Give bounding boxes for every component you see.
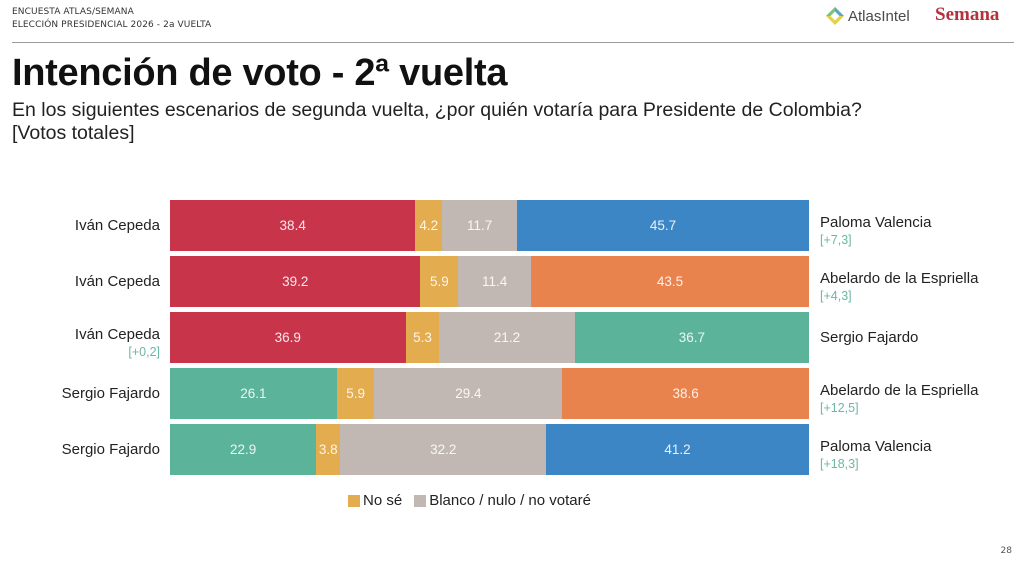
bar-segment-no-se: 3.8: [316, 424, 341, 475]
subtitle-question: En los siguientes escenarios de segunda …: [12, 99, 862, 121]
bar-segment-right-candidate: 45.7: [516, 200, 809, 251]
legend-swatch-no-se: [348, 494, 360, 507]
left-candidate-label: Iván Cepeda: [75, 273, 160, 290]
left-candidate-label: Sergio Fajardo: [62, 441, 160, 458]
survey-name: ENCUESTA ATLAS/SEMANA: [12, 7, 134, 17]
right-lead-margin: [+18,3]: [820, 457, 859, 471]
bar-segment-right-candidate: 36.7: [574, 312, 809, 363]
right-candidate-label: Paloma Valencia [+7,3]: [820, 214, 931, 247]
data-label: 36.9: [274, 330, 301, 345]
scenario-row: Iván Cepeda 39.2 5.9 11.4 43.5 Abelardo de la…: [0, 256, 1024, 307]
scenario-row: Sergio Fajardo 26.1 5.9 29.4 38.6 Abelardo de…: [0, 368, 1024, 419]
data-label: 26.1: [240, 386, 267, 401]
bar-segment-no-se: 5.9: [336, 368, 375, 419]
data-label: 3.8: [318, 442, 338, 457]
data-label: 4.2: [419, 218, 439, 233]
data-label: 36.7: [678, 330, 705, 345]
right-candidate-name: Sergio Fajardo: [820, 329, 919, 346]
right-lead-margin: [+12,5]: [820, 401, 859, 415]
bar-segment-left-candidate: 39.2: [170, 256, 421, 307]
left-candidate-name: Sergio Fajardo: [61, 385, 160, 402]
data-label: 45.7: [649, 218, 677, 233]
semana-logo: Semana: [935, 4, 1000, 25]
data-label: 11.7: [466, 218, 493, 233]
right-candidate-name: Paloma Valencia: [820, 214, 932, 231]
right-candidate-name: Abelardo de la Espriella: [820, 382, 979, 399]
bar-segment-left-candidate: 26.1: [170, 368, 337, 419]
atlasintel-logo: AtlasIntel: [826, 7, 910, 25]
right-candidate-label: Sergio Fajardo: [820, 329, 918, 346]
legend-label-blanco: Blanco / nulo / no votaré: [429, 492, 591, 509]
legend-label-no-se: No sé: [363, 492, 403, 509]
data-label: 43.5: [656, 274, 684, 289]
right-candidate-name: Abelardo de la Espriella: [820, 270, 979, 287]
page-number: 28: [1000, 546, 1012, 556]
data-label: 5.3: [413, 330, 432, 345]
right-lead-margin: [+7,3]: [820, 233, 852, 247]
left-candidate-name: Iván Cepeda: [74, 273, 160, 290]
bar-segment-blanco: 11.7: [442, 200, 517, 251]
page-subtitle: En los siguientes escenarios de segunda …: [12, 99, 1012, 145]
bar-segment-no-se: 5.3: [405, 312, 440, 363]
left-candidate-name: Sergio Fajardo: [61, 441, 160, 458]
right-candidate-name: Paloma Valencia: [820, 438, 932, 455]
atlasintel-logo-icon: [826, 7, 844, 25]
right-candidate-label: Paloma Valencia [+18,3]: [820, 438, 931, 471]
data-label: 41.2: [664, 442, 691, 457]
bar-segment-no-se: 4.2: [415, 200, 443, 251]
data-label: 11.4: [481, 274, 508, 289]
bar-segment-left-candidate: 38.4: [170, 200, 416, 251]
data-label: 32.2: [430, 442, 457, 457]
right-lead-margin: [+4,3]: [820, 289, 852, 303]
election-name: ELECCIÓN PRESIDENCIAL 2026 - 2a VUELTA: [12, 20, 212, 30]
left-lead-margin: [+0,2]: [128, 345, 160, 359]
data-label: 5.9: [346, 386, 365, 401]
bar-segment-left-candidate: 22.9: [170, 424, 317, 475]
stacked-bar: 36.9 5.3 21.2 36.7: [170, 312, 809, 363]
stacked-bar: 22.9 3.8 32.2 41.2: [170, 424, 809, 475]
bar-segment-right-candidate: 41.2: [545, 424, 809, 475]
scenario-row: Sergio Fajardo 22.9 3.8 32.2 41.2 Paloma Vale…: [0, 424, 1024, 475]
right-candidate-label: Abelardo de la Espriella [+12,5]: [820, 382, 978, 415]
bar-segment-no-se: 5.9: [420, 256, 459, 307]
stacked-bar: 38.4 4.2 11.7 45.7: [170, 200, 809, 251]
right-candidate-label: Abelardo de la Espriella [+4,3]: [820, 270, 978, 303]
left-candidate-name: Iván Cepeda: [74, 326, 160, 343]
data-label: 39.2: [282, 274, 309, 289]
left-candidate-name: Iván Cepeda: [74, 217, 160, 234]
legend-item-blanco: Blanco / nulo / no votaré: [414, 492, 591, 509]
data-label: 21.2: [493, 330, 521, 345]
bar-segment-right-candidate: 43.5: [531, 256, 809, 307]
bar-segment-left-candidate: 36.9: [170, 312, 406, 363]
scenario-row: Iván Cepeda [+0,2] 36.9 5.3 21.2 36.7 Sergio F…: [0, 312, 1024, 363]
data-label: 29.4: [455, 386, 482, 401]
legend-swatch-blanco: [414, 494, 427, 507]
data-label: 38.6: [672, 386, 699, 401]
data-label: 38.4: [279, 218, 306, 233]
subtitle-note: [Votos totales]: [12, 122, 135, 144]
left-candidate-label: Iván Cepeda: [75, 217, 160, 234]
chart-legend: No sé Blanco / nulo / no votaré: [348, 492, 591, 509]
page-title: Intención de voto - 2ª vuelta: [12, 52, 508, 94]
bar-segment-blanco: 32.2: [340, 424, 546, 475]
left-candidate-label: Sergio Fajardo: [62, 385, 160, 402]
bar-segment-blanco: 11.4: [458, 256, 532, 307]
header-divider: [12, 42, 1014, 43]
atlasintel-logo-text: AtlasIntel: [848, 7, 910, 25]
data-label: 5.9: [429, 274, 449, 289]
left-candidate-label: Iván Cepeda [+0,2]: [75, 326, 160, 359]
bar-segment-blanco: 21.2: [439, 312, 575, 363]
stacked-bar: 26.1 5.9 29.4 38.6: [170, 368, 809, 419]
scenario-row: Iván Cepeda 38.4 4.2 11.7 45.7 Paloma Valenci…: [0, 200, 1024, 251]
bar-segment-right-candidate: 38.6: [562, 368, 809, 419]
data-label: 22.9: [229, 442, 257, 457]
stacked-bar: 39.2 5.9 11.4 43.5: [170, 256, 809, 307]
legend-item-no-se: No sé: [348, 492, 402, 509]
bar-segment-blanco: 29.4: [374, 368, 563, 419]
